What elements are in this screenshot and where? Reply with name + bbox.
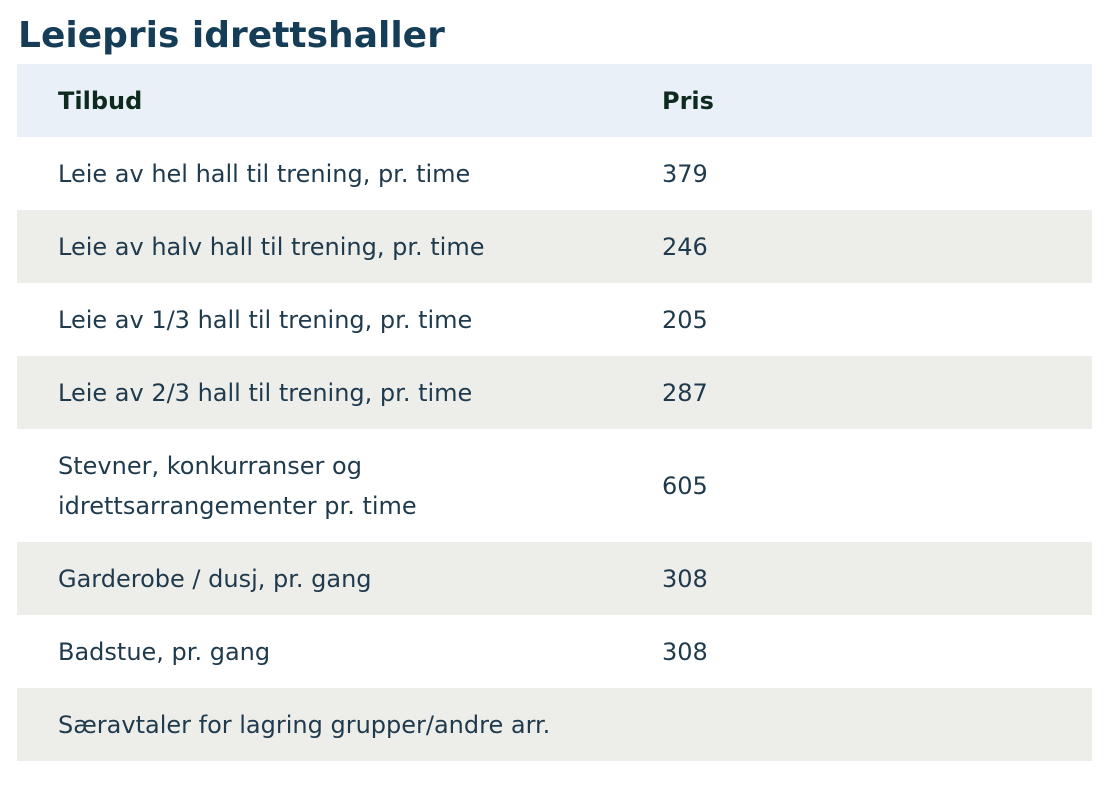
table-row: Stevner, konkurranser og idrettsarrangem… [17, 429, 1092, 542]
offer-text: Leie av halv hall til trening, pr. time [58, 232, 485, 261]
price-cell: 308 [621, 615, 1092, 688]
table-row: Særavtaler for lagring grupper/andre arr… [17, 688, 1092, 761]
price-cell: 205 [621, 283, 1092, 356]
offer-text: Leie av hel hall til trening, pr. time [58, 159, 471, 188]
page-title: Leiepris idrettshaller [18, 15, 445, 56]
table-row: Leie av 1/3 hall til trening, pr. time 2… [17, 283, 1092, 356]
offer-text: Leie av 2/3 hall til trening, pr. time [58, 378, 473, 407]
table-header-row: Tilbud Pris [17, 64, 1092, 137]
offer-cell: Leie av 1/3 hall til trening, pr. time [17, 283, 621, 356]
price-cell: 605 [621, 429, 1092, 542]
price-cell [621, 688, 1092, 761]
table-row: Badstue, pr. gang 308 [17, 615, 1092, 688]
price-cell: 308 [621, 542, 1092, 615]
column-header-tilbud: Tilbud [17, 64, 621, 137]
offer-text: Leie av 1/3 hall til trening, pr. time [58, 305, 473, 334]
column-header-pris: Pris [621, 64, 1092, 137]
offer-cell: Leie av halv hall til trening, pr. time [17, 210, 621, 283]
table-row: Garderobe / dusj, pr. gang 308 [17, 542, 1092, 615]
price-cell: 379 [621, 137, 1092, 210]
offer-text: Badstue, pr. gang [58, 637, 271, 666]
offer-text-line-1: Stevner, konkurranser og [58, 451, 362, 480]
offer-cell: Leie av 2/3 hall til trening, pr. time [17, 356, 621, 429]
price-cell: 287 [621, 356, 1092, 429]
price-cell: 246 [621, 210, 1092, 283]
offer-cell: Leie av hel hall til trening, pr. time [17, 137, 621, 210]
offer-text: Garderobe / dusj, pr. gang [58, 564, 372, 593]
offer-cell: Garderobe / dusj, pr. gang [17, 542, 621, 615]
price-table: Tilbud Pris Leie av hel hall til trening… [17, 64, 1092, 761]
offer-text-line-2: idrettsarrangementer pr. time [58, 491, 417, 520]
table-row: Leie av 2/3 hall til trening, pr. time 2… [17, 356, 1092, 429]
offer-cell: Særavtaler for lagring grupper/andre arr… [17, 688, 621, 761]
offer-cell: Stevner, konkurranser og idrettsarrangem… [17, 429, 621, 542]
table-row: Leie av hel hall til trening, pr. time 3… [17, 137, 1092, 210]
table-row: Leie av halv hall til trening, pr. time … [17, 210, 1092, 283]
offer-cell: Badstue, pr. gang [17, 615, 621, 688]
offer-text: Særavtaler for lagring grupper/andre arr… [58, 710, 551, 739]
